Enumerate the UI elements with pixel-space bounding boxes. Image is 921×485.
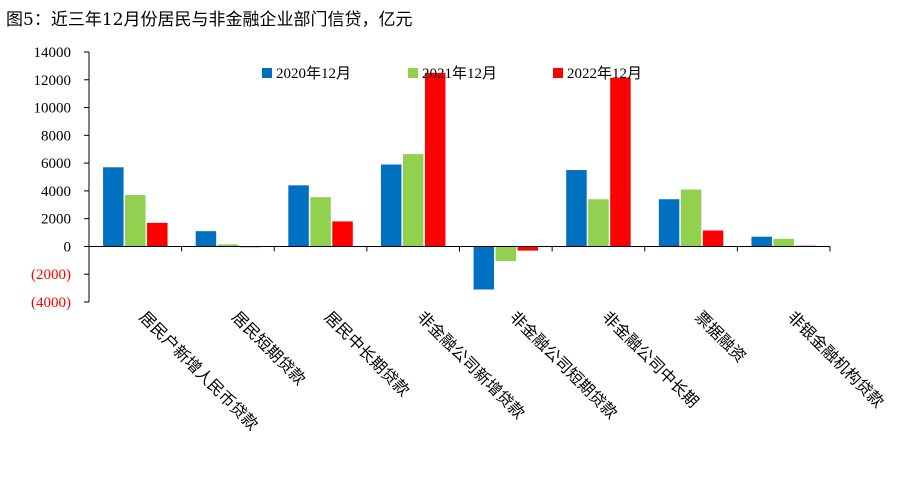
y-tick-label: 4000 — [41, 184, 71, 200]
y-tick-label: 6000 — [41, 156, 71, 172]
bar — [103, 167, 124, 247]
bar — [402, 154, 424, 247]
bar — [610, 77, 631, 247]
legend: 2020年12月 2021年12月 2022年12月 — [262, 65, 642, 82]
bar — [751, 236, 772, 247]
y-tick-label: 2000 — [41, 212, 71, 228]
bars — [103, 72, 816, 290]
x-category-label: 非银金融机构贷款 — [784, 307, 888, 411]
y-tick-label: 8000 — [41, 128, 71, 144]
bar — [380, 164, 402, 247]
x-category-label: 非金融公司中长期 — [599, 307, 703, 411]
bar — [588, 199, 609, 247]
bar — [195, 231, 217, 247]
bar — [473, 246, 495, 290]
y-tick-label: 12000 — [34, 73, 72, 89]
y-tick-label: (2000) — [31, 267, 71, 283]
bar — [217, 244, 239, 247]
x-category-label: 居民短期贷款 — [228, 307, 309, 388]
bar — [125, 195, 146, 247]
legend-label: 2020年12月 — [276, 65, 351, 82]
legend-swatch — [262, 68, 272, 78]
y-tick-label: 14000 — [34, 45, 72, 61]
bar — [566, 170, 587, 247]
bar — [332, 221, 353, 247]
bar — [288, 185, 309, 247]
bar — [147, 222, 168, 247]
bar — [658, 199, 680, 247]
x-category-label: 票据融资 — [691, 307, 750, 366]
bar — [702, 230, 724, 247]
bar — [495, 246, 517, 262]
legend-swatch — [553, 68, 563, 78]
x-axis — [88, 245, 831, 252]
legend-label: 2021年12月 — [422, 65, 497, 82]
y-axis: 14000 12000 10000 8000 6000 4000 2000 0 (2000) (4… — [31, 45, 90, 311]
bar — [310, 197, 331, 247]
x-category-label: 居民中长期贷款 — [321, 307, 414, 400]
y-tick-label: 10000 — [34, 101, 72, 117]
y-tick-label: (4000) — [31, 295, 71, 311]
legend-swatch — [408, 68, 418, 78]
bar — [773, 238, 794, 247]
legend-label: 2022年12月 — [567, 65, 642, 82]
chart-title: 图5：近三年12月份居民与非金融企业部门信贷，亿元 — [6, 10, 412, 30]
bar — [680, 189, 702, 247]
bar — [517, 246, 539, 251]
bar — [424, 72, 446, 247]
y-tick-label: 0 — [64, 239, 72, 255]
